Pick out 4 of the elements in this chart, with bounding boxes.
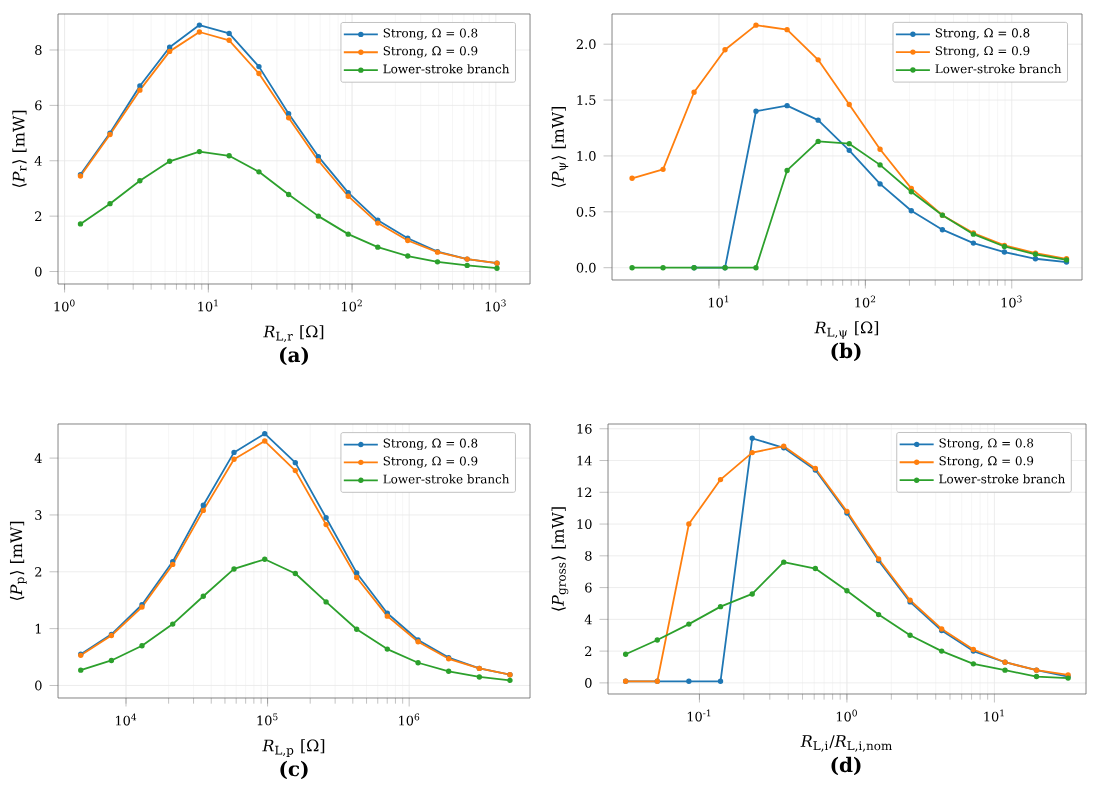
text: (a) xyxy=(280,346,308,366)
text: (b) xyxy=(831,342,861,362)
text: (d) xyxy=(831,756,861,776)
text: (c) xyxy=(280,760,308,780)
